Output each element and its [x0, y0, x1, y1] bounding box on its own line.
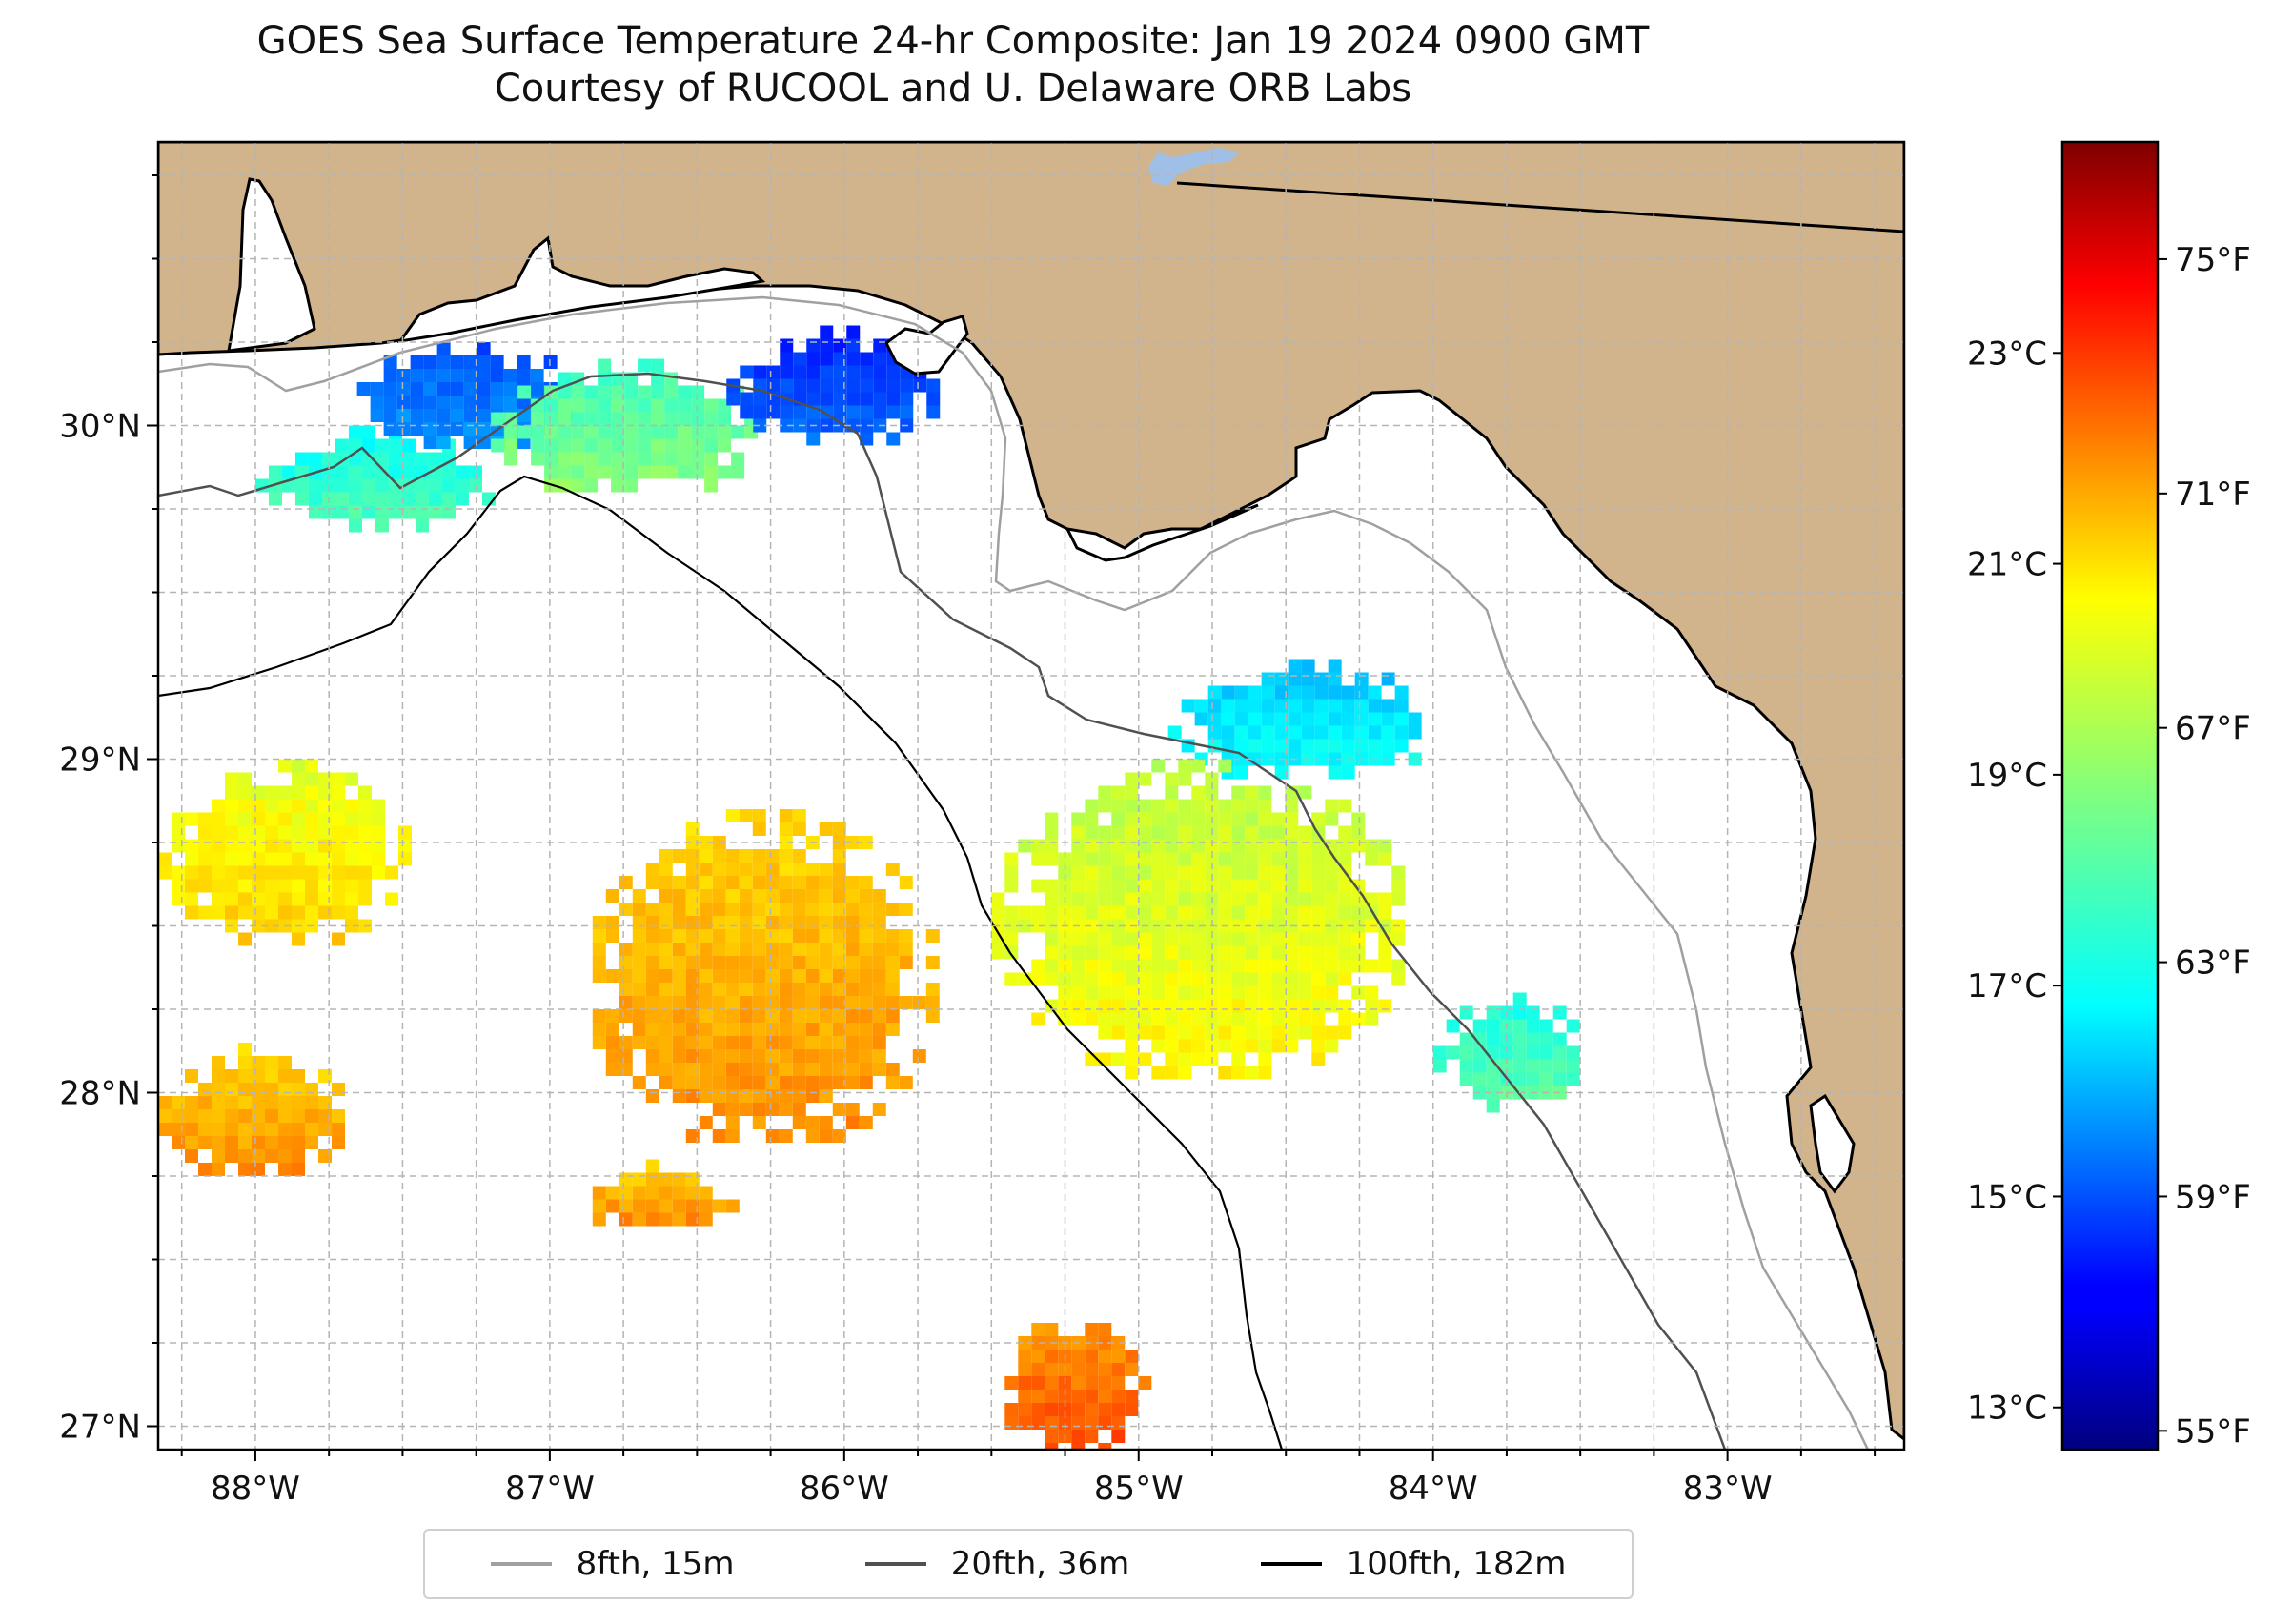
title-line-1: GOES Sea Surface Temperature 24-hr Compo…	[256, 19, 1650, 63]
figure-title: GOES Sea Surface Temperature 24-hr Compo…	[0, 17, 1906, 112]
isobath-legend: 8fth, 15m 20fth, 36m 100fth, 182m	[423, 1529, 1634, 1599]
colorbar-c-label: 15°C	[1967, 1178, 2047, 1216]
colorbar-f-label: 59°F	[2175, 1178, 2251, 1216]
x-tick-label: 88°W	[211, 1470, 300, 1508]
colorbar-f-label: 71°F	[2175, 476, 2251, 514]
st-andrews-bay	[884, 315, 969, 376]
colorbar-f-label: 55°F	[2175, 1412, 2251, 1451]
legend-label-15m: 8fth, 15m	[576, 1545, 735, 1583]
sst-patch-central-mid	[592, 809, 940, 1143]
x-tick-label: 87°W	[505, 1470, 595, 1508]
x-tick-label: 86°W	[800, 1470, 889, 1508]
x-tick-label: 85°W	[1094, 1470, 1184, 1508]
y-tick-label: 29°N	[59, 741, 141, 780]
isobath-15m	[158, 295, 1870, 1450]
colorbar	[2060, 140, 2160, 1451]
isobath-36m	[158, 372, 1727, 1450]
sst-patch-southern-warm	[1004, 1323, 1152, 1450]
lake-seminole	[1148, 148, 1239, 186]
colorbar-c-label: 23°C	[1967, 335, 2047, 373]
colorbar-f-label: 75°F	[2175, 241, 2251, 279]
legend-swatch-182m	[1260, 1562, 1322, 1566]
x-tick-label: 83°W	[1683, 1470, 1773, 1508]
y-tick-label: 27°N	[59, 1409, 141, 1447]
sst-patch-south-small	[592, 1159, 740, 1227]
legend-item-15m: 8fth, 15m	[490, 1545, 735, 1583]
sst-layer	[158, 325, 1580, 1450]
legend-item-182m: 100fth, 182m	[1260, 1545, 1567, 1583]
colorbar-c-label: 19°C	[1967, 757, 2047, 795]
map-frame	[156, 140, 1906, 1451]
colorbar-c-label: 21°C	[1967, 546, 2047, 584]
axes: 88°W 87°W 86°W 85°W 84°W 83°W 30°N 29°N 28°N 27°N	[59, 174, 1877, 1508]
legend-label-182m: 100fth, 182m	[1346, 1545, 1567, 1583]
legend-item-36m: 20fth, 36m	[864, 1545, 1130, 1583]
y-tick-label: 30°N	[59, 408, 141, 446]
colorbar-f-label: 63°F	[2175, 944, 2251, 983]
title-line-2: Courtesy of RUCOOL and U. Delaware ORB L…	[494, 67, 1412, 111]
colorbar-c-label: 13°C	[1967, 1390, 2047, 1428]
pensacola-bay	[396, 235, 766, 344]
isobath-182m	[158, 475, 1284, 1450]
legend-label-36m: 20fth, 36m	[950, 1545, 1130, 1583]
x-tick-label: 84°W	[1389, 1470, 1478, 1508]
colorbar-f-label: 67°F	[2175, 710, 2251, 748]
legend-swatch-15m	[490, 1562, 552, 1566]
tampa-bay	[1809, 1093, 1856, 1194]
sst-patch-offshore-east	[1432, 992, 1580, 1113]
legend-swatch-36m	[864, 1562, 926, 1566]
colorbar-c-label: 17°C	[1967, 967, 2047, 1005]
colorbar-ticks: 23°C 21°C 19°C 17°C 15°C 13°C 75°F 71°F 67°F 63°F…	[1967, 241, 2251, 1451]
gridlines	[158, 142, 1904, 1450]
y-tick-label: 28°N	[59, 1075, 141, 1113]
land-mass	[158, 142, 1904, 1441]
state-border	[1176, 181, 1904, 233]
mobile-bay	[227, 177, 316, 353]
